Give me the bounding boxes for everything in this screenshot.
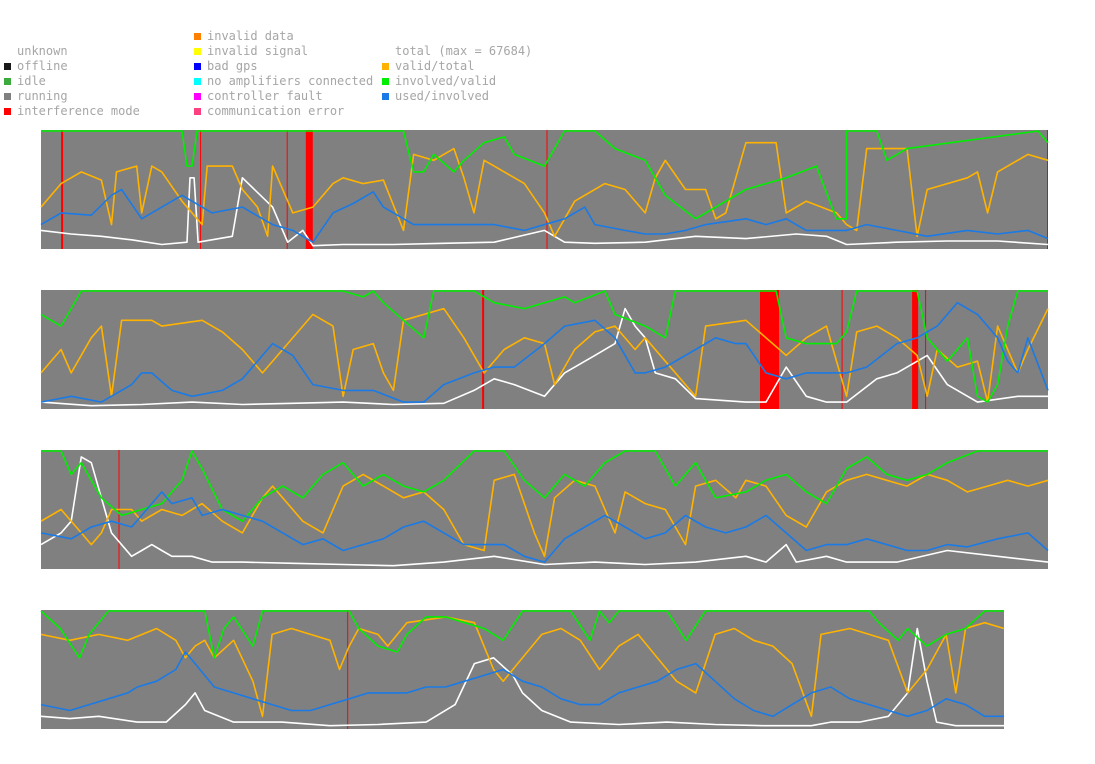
- legend-label-invalid-signal: invalid signal: [207, 44, 309, 58]
- legend-label-interference-mode: interference mode: [17, 104, 140, 118]
- legend-item-total: total (max = 67684): [382, 44, 532, 59]
- strip-1-interference-band-4: [305, 130, 313, 249]
- legend: unknown offline idle running interferenc…: [0, 0, 1095, 125]
- legend-item-unknown: unknown: [4, 44, 140, 59]
- legend-item-valid-total: valid/total: [382, 59, 532, 74]
- strip-4-valid-total-line: [40, 616, 1005, 718]
- legend-item-involved-valid: involved/valid: [382, 74, 532, 89]
- strip-3: [40, 450, 1049, 569]
- strip-2-background: [41, 290, 1048, 409]
- legend-item-used-involved: used/involved: [382, 89, 532, 104]
- strip-1-interference-band-3: [286, 130, 288, 249]
- legend-item-running: running: [4, 89, 140, 104]
- legend-swatch-valid-total: [382, 63, 389, 70]
- strip-4: [40, 610, 1005, 729]
- legend-swatch-total: [382, 48, 389, 55]
- legend-label-unknown: unknown: [17, 44, 68, 58]
- strip-2: [40, 290, 1049, 409]
- strip-3-involved-valid-line: [41, 450, 1048, 522]
- legend-item-invalid-signal: invalid signal: [194, 44, 373, 59]
- strip-2-interference-band-4: [912, 290, 919, 409]
- legend-label-valid-total: valid/total: [395, 59, 475, 73]
- legend-label-total: total (max = 67684): [395, 44, 533, 58]
- strip-1-interference-band-2: [200, 130, 202, 249]
- strip-2-valid-total-line: [40, 307, 1049, 403]
- strip-2-interference-band-3: [841, 290, 843, 409]
- legend-swatch-communication-error: [194, 108, 201, 115]
- legend-swatch-controller-fault: [194, 93, 201, 100]
- strip-1-interference-band-1: [61, 130, 64, 249]
- strip-1-involved-valid-line: [41, 130, 1049, 220]
- legend-item-offline: offline: [4, 59, 140, 74]
- legend-swatch-no-amplifiers-connected: [194, 78, 201, 85]
- strip-1-used-involved-line: [40, 188, 1049, 243]
- legend-label-communication-error: communication error: [207, 104, 345, 118]
- strip-1-interference-band-5: [546, 130, 548, 249]
- legend-swatch-offline: [4, 63, 11, 70]
- legend-item-idle: idle: [4, 74, 140, 89]
- strip-1-total-line: [40, 177, 1049, 247]
- legend-label-running: running: [17, 89, 68, 103]
- legend-swatch-running: [4, 93, 11, 100]
- legend-swatch-bad-gps: [194, 63, 201, 70]
- strip-4-background: [41, 610, 1004, 729]
- legend-label-idle: idle: [17, 74, 46, 88]
- strip-2-involved-valid-line: [40, 290, 1048, 403]
- legend-metric-column: total (max = 67684) valid/total involved…: [382, 44, 532, 104]
- legend-error-column: invalid data invalid signal bad gps no a…: [194, 29, 373, 119]
- strip-1-valid-total-line: [40, 141, 1049, 238]
- strip-2-interference-band-5: [925, 290, 927, 409]
- legend-item-no-amplifiers-connected: no amplifiers connected: [194, 74, 373, 89]
- strip-2-interference-band-2: [760, 290, 780, 409]
- strip-3-used-involved-line: [40, 491, 1049, 563]
- legend-item-communication-error: communication error: [194, 104, 373, 119]
- legend-status-column: unknown offline idle running interferenc…: [4, 44, 140, 119]
- legend-label-offline: offline: [17, 59, 68, 73]
- legend-swatch-used-involved: [382, 93, 389, 100]
- strip-2-used-involved-line: [40, 301, 1049, 403]
- legend-swatch-interference-mode: [4, 108, 11, 115]
- legend-item-invalid-data: invalid data: [194, 29, 373, 44]
- legend-item-interference-mode: interference mode: [4, 104, 140, 119]
- legend-swatch-invalid-data: [194, 33, 201, 40]
- legend-label-involved-valid: involved/valid: [395, 74, 497, 88]
- strip-4-used-involved-line: [40, 651, 1004, 718]
- legend-label-used-involved: used/involved: [395, 89, 489, 103]
- strip-2-interference-band-1: [482, 290, 485, 409]
- strip-3-total-line: [40, 456, 1049, 567]
- legend-label-bad-gps: bad gps: [207, 59, 258, 73]
- strip-4-total-line: [40, 627, 1004, 727]
- legend-item-bad-gps: bad gps: [194, 59, 373, 74]
- legend-swatch-idle: [4, 78, 11, 85]
- strip-1-interference-band-6: [1047, 130, 1048, 249]
- strip-4-involved-valid-line: [40, 610, 1004, 659]
- strip-3-valid-total-line: [40, 473, 1049, 558]
- strip-1-background: [41, 130, 1048, 249]
- legend-swatch-involved-valid: [382, 78, 389, 85]
- strip-4-interference-band-1: [347, 610, 349, 729]
- legend-label-invalid-data: invalid data: [207, 29, 294, 43]
- strip-2-total-line: [40, 307, 1048, 407]
- strip-1: [40, 130, 1049, 249]
- legend-swatch-invalid-signal: [194, 48, 201, 55]
- legend-label-no-amplifiers-connected: no amplifiers connected: [207, 74, 374, 88]
- legend-item-controller-fault: controller fault: [194, 89, 373, 104]
- legend-label-controller-fault: controller fault: [207, 89, 323, 103]
